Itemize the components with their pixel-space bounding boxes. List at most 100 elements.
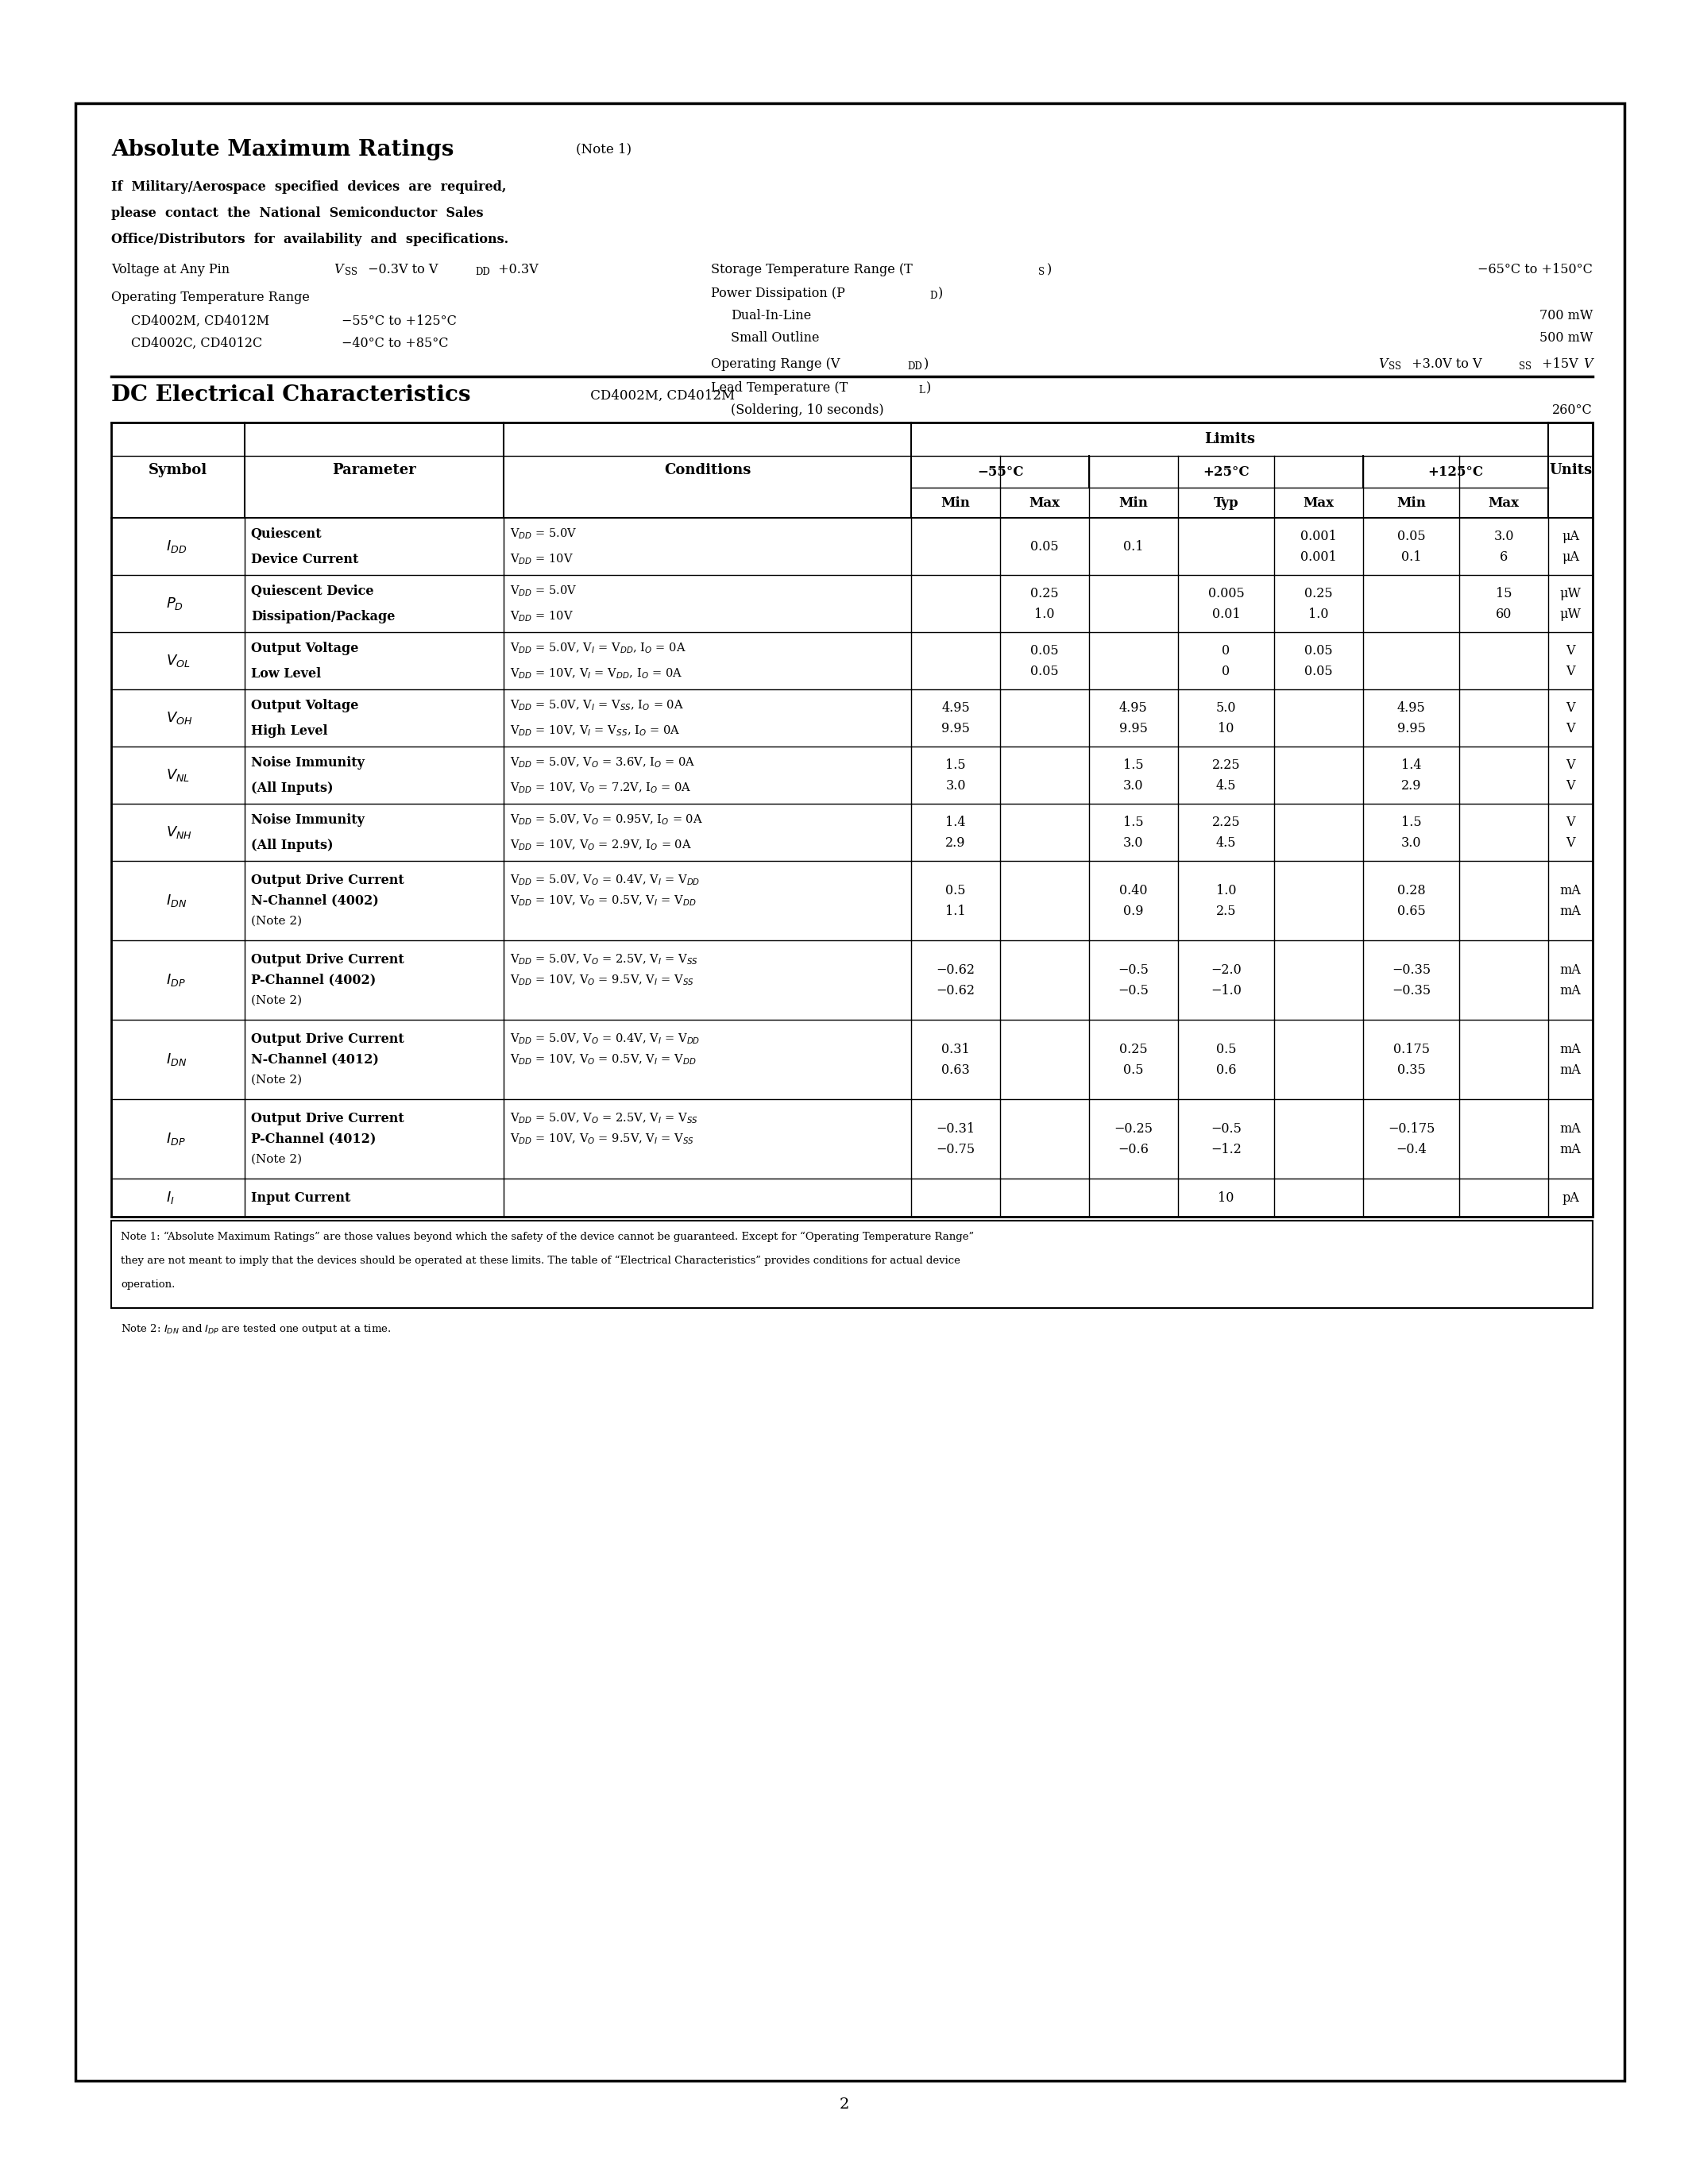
Text: Operating Temperature Range: Operating Temperature Range [111,290,309,304]
Text: −0.35: −0.35 [1391,983,1431,998]
Text: 0.05: 0.05 [1305,664,1334,677]
Text: Limits: Limits [1204,432,1256,446]
Text: Power Dissipation (P: Power Dissipation (P [711,286,846,299]
Text: +0.3V: +0.3V [495,262,538,277]
Text: ): ) [1047,262,1052,277]
Text: 1.0: 1.0 [1035,607,1055,620]
Text: −0.5: −0.5 [1117,983,1150,998]
Text: $I_{DN}$: $I_{DN}$ [165,893,187,909]
Text: 10: 10 [1219,721,1234,736]
Text: they are not meant to imply that the devices should be operated at these limits.: they are not meant to imply that the dev… [122,1256,960,1267]
Text: SS: SS [1389,360,1401,371]
Text: (Note 2): (Note 2) [252,996,302,1007]
Text: 2.9: 2.9 [945,836,966,850]
Text: P-Channel (4002): P-Channel (4002) [252,974,376,987]
Text: V$_{DD}$ = 10V, V$_O$ = 0.5V, V$_I$ = V$_{DD}$: V$_{DD}$ = 10V, V$_O$ = 0.5V, V$_I$ = V$… [510,1053,697,1066]
Text: 6: 6 [1499,550,1507,563]
Text: 9.95: 9.95 [1119,721,1148,736]
Text: 60: 60 [1496,607,1512,620]
Text: Lead Temperature (T: Lead Temperature (T [711,382,847,395]
Text: −0.25: −0.25 [1114,1123,1153,1136]
Text: N-Channel (4002): N-Channel (4002) [252,893,378,906]
Text: 3.0: 3.0 [1401,836,1421,850]
Text: Output Drive Current: Output Drive Current [252,952,403,965]
Text: Min: Min [1396,496,1426,509]
Text: V$_{DD}$ = 5.0V: V$_{DD}$ = 5.0V [510,526,577,542]
Text: −55°C: −55°C [977,465,1023,478]
Text: S: S [1038,266,1045,277]
Text: −1.0: −1.0 [1210,983,1241,998]
Text: Noise Immunity: Noise Immunity [252,756,365,769]
Text: Conditions: Conditions [663,463,751,478]
Text: V: V [1566,701,1575,714]
Text: −0.75: −0.75 [937,1142,976,1155]
Text: 1.0: 1.0 [1215,885,1236,898]
Text: N-Channel (4012): N-Channel (4012) [252,1053,378,1066]
Text: 0.001: 0.001 [1300,529,1337,544]
Text: V: V [1566,644,1575,657]
Text: 3.0: 3.0 [1494,529,1514,544]
Text: Note 2: $I_{DN}$ and $I_{DP}$ are tested one output at a time.: Note 2: $I_{DN}$ and $I_{DP}$ are tested… [122,1321,392,1337]
Text: V$_{DD}$ = 10V, V$_I$ = V$_{DD}$, I$_O$ = 0A: V$_{DD}$ = 10V, V$_I$ = V$_{DD}$, I$_O$ … [510,666,682,681]
Text: −0.35: −0.35 [1391,963,1431,976]
Text: V$_{DD}$ = 5.0V, V$_O$ = 0.4V, V$_I$ = V$_{DD}$: V$_{DD}$ = 5.0V, V$_O$ = 0.4V, V$_I$ = V… [510,1031,701,1046]
Text: V$_{DD}$ = 5.0V, V$_I$ = V$_{DD}$, I$_O$ = 0A: V$_{DD}$ = 5.0V, V$_I$ = V$_{DD}$, I$_O$… [510,642,687,655]
Text: ): ) [927,382,932,395]
Text: Noise Immunity: Noise Immunity [252,812,365,826]
Text: −0.6: −0.6 [1117,1142,1150,1155]
Text: pA: pA [1561,1190,1578,1203]
Text: 0.5: 0.5 [945,885,966,898]
Text: Quiescent Device: Quiescent Device [252,583,373,598]
Text: −0.31: −0.31 [937,1123,976,1136]
Text: Output Drive Current: Output Drive Current [252,874,403,887]
Text: P-Channel (4012): P-Channel (4012) [252,1131,376,1147]
Text: SS: SS [1519,360,1531,371]
Text: 0.1: 0.1 [1401,550,1421,563]
Text: 1.5: 1.5 [1123,758,1143,771]
Text: Units: Units [1550,463,1592,478]
Text: $V_{OH}$: $V_{OH}$ [165,710,192,725]
Text: 3.0: 3.0 [945,780,966,793]
Text: mA: mA [1560,885,1582,898]
Text: (Note 2): (Note 2) [252,1153,302,1164]
Text: (All Inputs): (All Inputs) [252,782,333,795]
Text: If  Military/Aerospace  specified  devices  are  required,: If Military/Aerospace specified devices … [111,181,506,194]
Text: 0.40: 0.40 [1119,885,1148,898]
Text: μA: μA [1561,550,1580,563]
Text: V$_{DD}$ = 10V: V$_{DD}$ = 10V [510,553,574,566]
Text: μA: μA [1561,529,1580,544]
Text: −0.62: −0.62 [937,963,976,976]
Text: 0.001: 0.001 [1300,550,1337,563]
Text: −40°C to +85°C: −40°C to +85°C [341,336,449,349]
Text: −0.62: −0.62 [937,983,976,998]
Text: 0.31: 0.31 [942,1042,971,1055]
Text: $V_{NL}$: $V_{NL}$ [165,767,189,784]
Text: Max: Max [1489,496,1519,509]
Text: 0: 0 [1222,664,1231,677]
Text: 4.5: 4.5 [1215,836,1236,850]
Text: $P_{D}$: $P_{D}$ [165,596,184,612]
Text: V$_{DD}$ = 10V, V$_I$ = V$_{SS}$, I$_O$ = 0A: V$_{DD}$ = 10V, V$_I$ = V$_{SS}$, I$_O$ … [510,723,680,738]
Text: +25°C: +25°C [1204,465,1249,478]
Text: mA: mA [1560,1123,1582,1136]
Text: V: V [1583,358,1593,371]
Text: −0.4: −0.4 [1396,1142,1426,1155]
Text: 0.5: 0.5 [1123,1064,1143,1077]
Text: (Note 2): (Note 2) [252,915,302,926]
Text: −65°C to +150°C: −65°C to +150°C [1477,262,1593,277]
Text: −1.2: −1.2 [1210,1142,1241,1155]
Text: 0.25: 0.25 [1030,587,1058,601]
Text: $I_{DP}$: $I_{DP}$ [165,972,186,987]
Text: 0: 0 [1222,644,1231,657]
Text: Output Voltage: Output Voltage [252,699,358,712]
Text: (Note 2): (Note 2) [252,1075,302,1085]
Text: Output Voltage: Output Voltage [252,642,358,655]
Text: mA: mA [1560,1142,1582,1155]
Text: Low Level: Low Level [252,666,321,679]
Text: V$_{DD}$ = 10V, V$_O$ = 0.5V, V$_I$ = V$_{DD}$: V$_{DD}$ = 10V, V$_O$ = 0.5V, V$_I$ = V$… [510,893,697,909]
Text: 2: 2 [839,2097,849,2112]
Text: Output Drive Current: Output Drive Current [252,1033,403,1046]
Text: V$_{DD}$ = 10V, V$_O$ = 7.2V, I$_O$ = 0A: V$_{DD}$ = 10V, V$_O$ = 7.2V, I$_O$ = 0A [510,782,692,795]
Text: CD4002M, CD4012M: CD4002M, CD4012M [586,389,734,402]
Text: Parameter: Parameter [333,463,417,478]
